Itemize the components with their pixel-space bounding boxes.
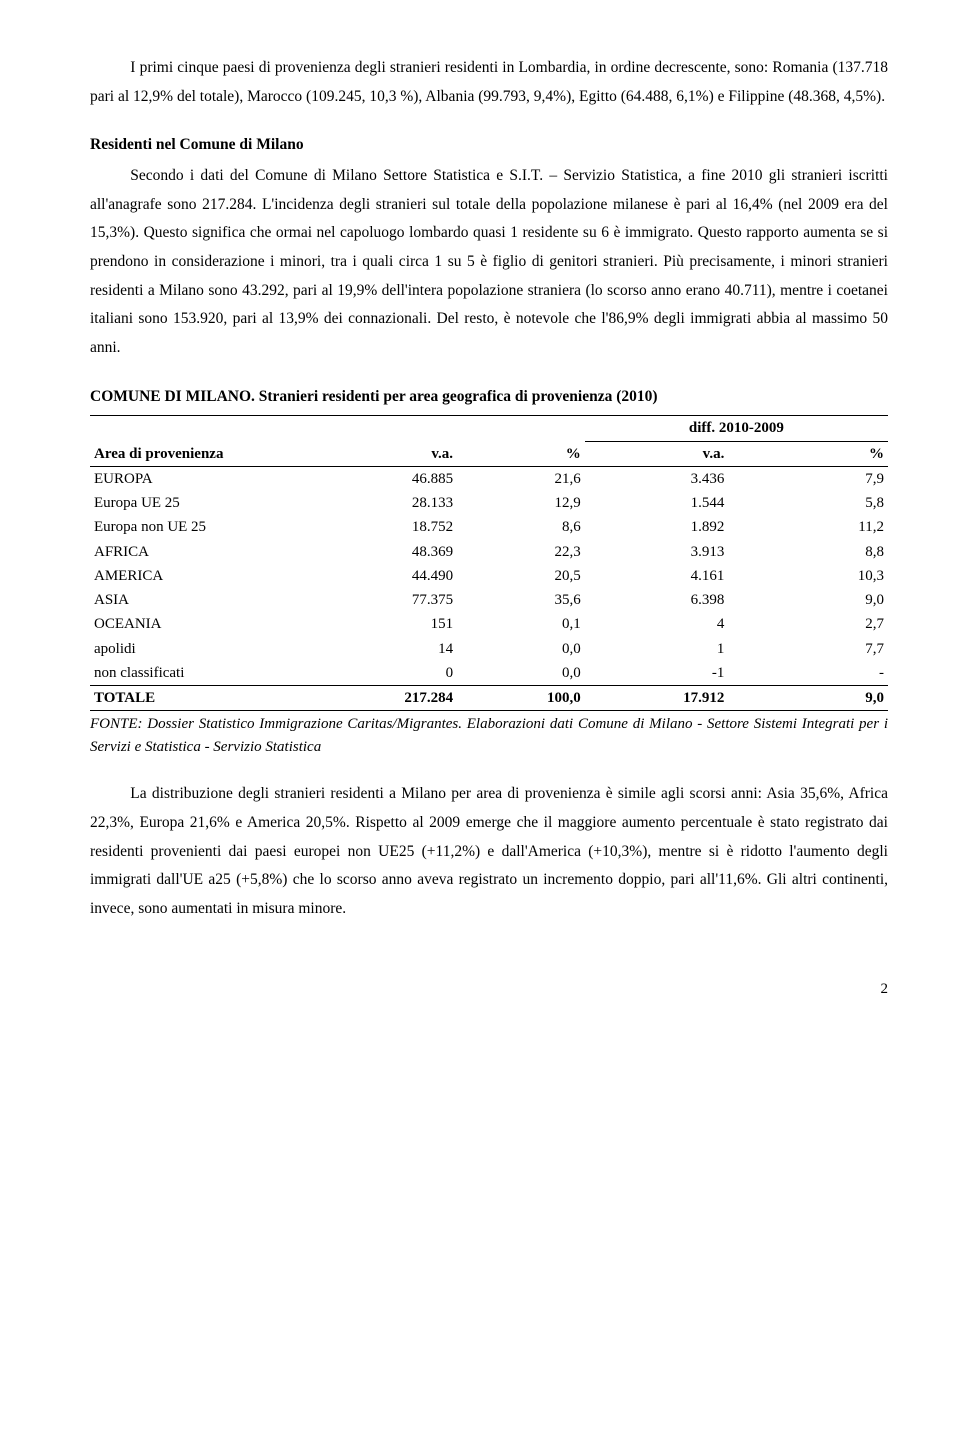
table-row: AFRICA48.36922,33.9138,8 xyxy=(90,540,888,564)
table-title: COMUNE DI MILANO. Stranieri residenti pe… xyxy=(90,383,888,412)
table-row: AMERICA44.49020,54.16110,3 xyxy=(90,564,888,588)
table-source: FONTE: Dossier Statistico Immigrazione C… xyxy=(90,713,888,758)
lead-paragraph: I primi cinque paesi di provenienza degl… xyxy=(90,54,888,111)
table-row: Europa non UE 2518.7528,61.89211,2 xyxy=(90,515,888,539)
table-row: non classificati00,0-1- xyxy=(90,661,888,686)
col-va: v.a. xyxy=(329,416,457,467)
bottom-paragraph: La distribuzione degli stranieri residen… xyxy=(90,780,888,923)
table-row: ASIA77.37535,66.3989,0 xyxy=(90,588,888,612)
table-row: Europa UE 2528.13312,91.5445,8 xyxy=(90,491,888,515)
col-pct: % xyxy=(457,416,585,467)
data-table: Area di provenienza v.a. % diff. 2010-20… xyxy=(90,415,888,711)
col-area: Area di provenienza xyxy=(90,416,329,467)
table-row: EUROPA46.88521,63.4367,9 xyxy=(90,466,888,491)
table-total-row: TOTALE 217.284 100,0 17.912 9,0 xyxy=(90,686,888,711)
section-heading: Residenti nel Comune di Milano xyxy=(90,131,888,160)
col-diff-pct: % xyxy=(728,441,888,466)
col-diff: diff. 2010-2009 xyxy=(585,416,888,441)
col-diff-va: v.a. xyxy=(585,441,729,466)
table-row: OCEANIA1510,142,7 xyxy=(90,612,888,636)
table-row: apolidi140,017,7 xyxy=(90,637,888,661)
page-number: 2 xyxy=(90,976,888,1004)
section-body: Secondo i dati del Comune di Milano Sett… xyxy=(90,162,888,363)
